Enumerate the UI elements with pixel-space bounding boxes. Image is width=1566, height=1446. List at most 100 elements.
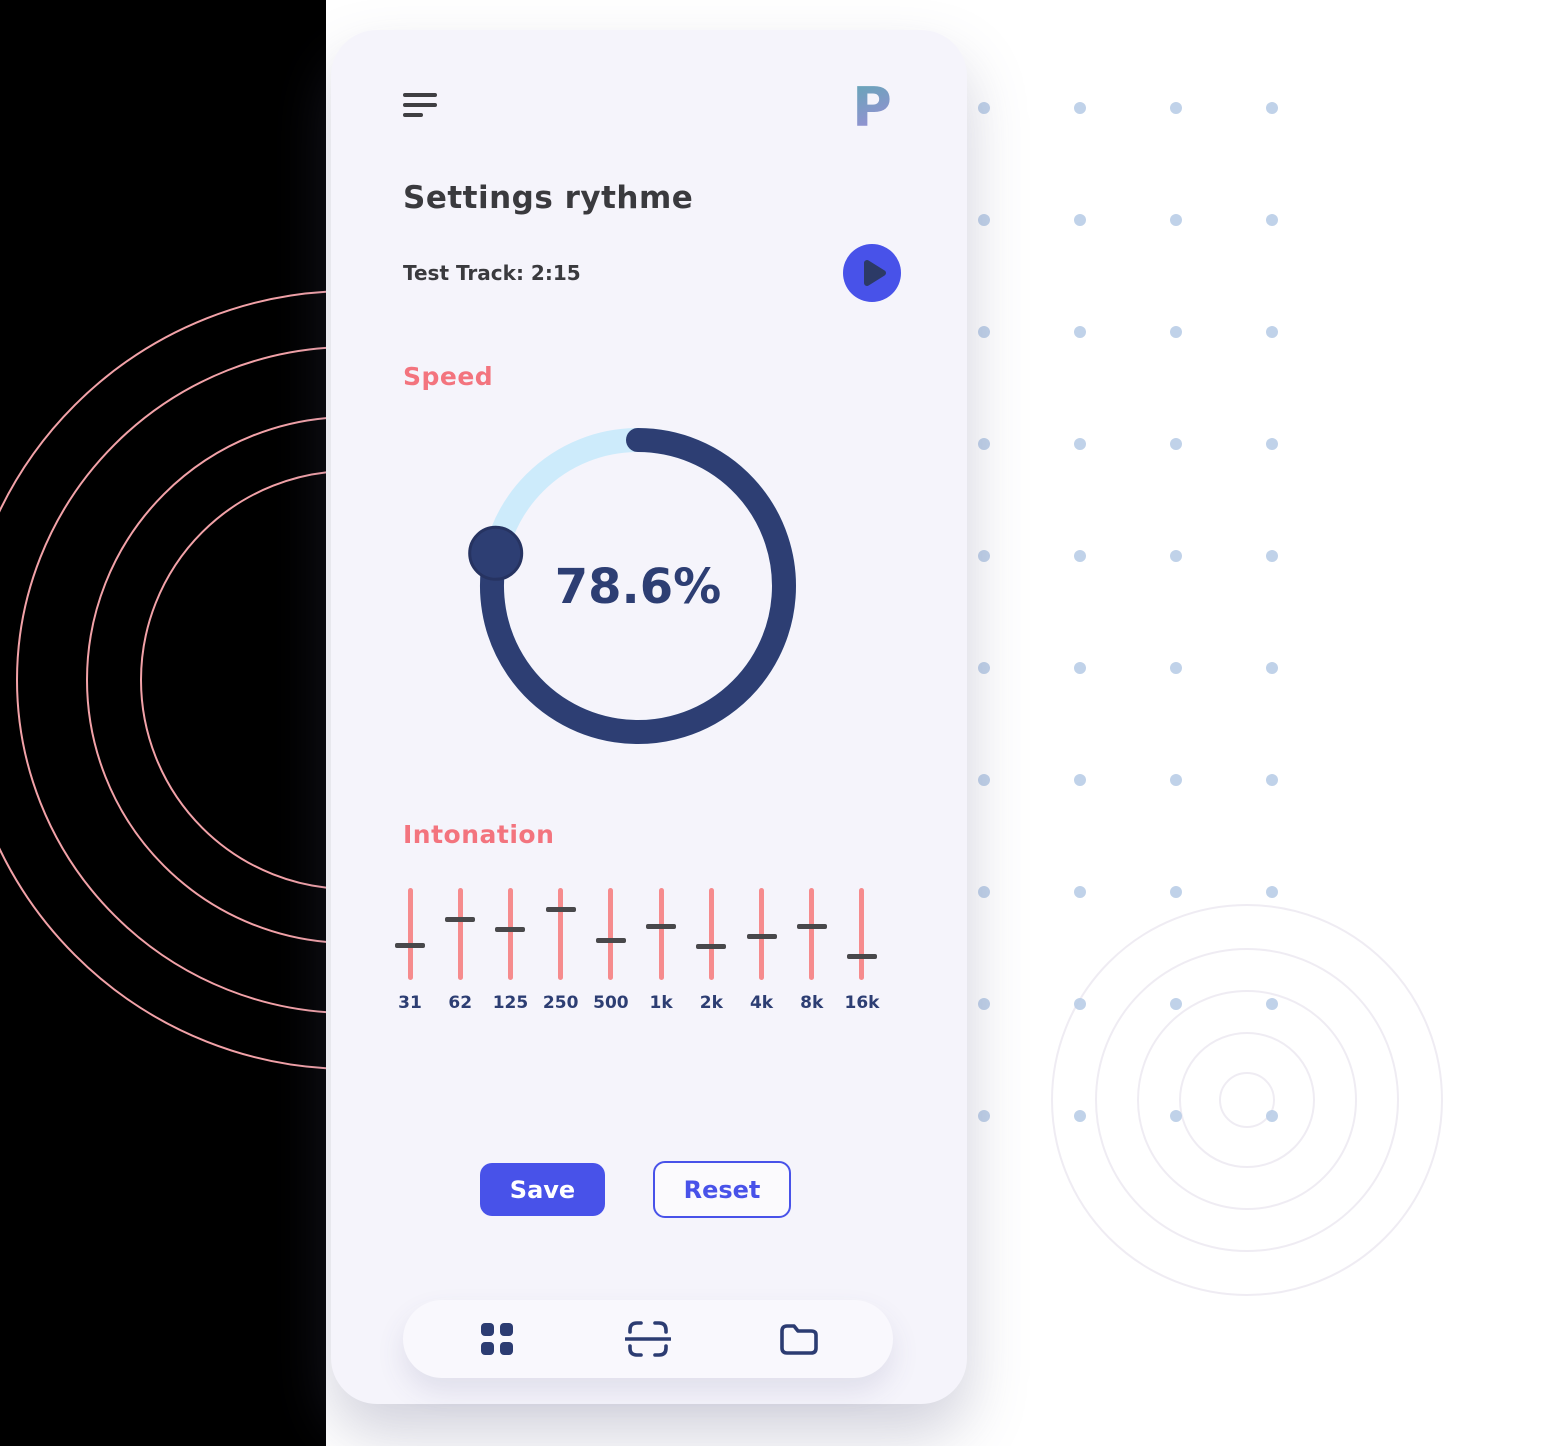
eq-band-slider[interactable]: 31 — [395, 888, 425, 1018]
decor-dot — [978, 1110, 990, 1122]
decor-dot — [1170, 1110, 1182, 1122]
reset-button[interactable]: Reset — [653, 1161, 791, 1218]
decor-dot — [1170, 998, 1182, 1010]
decor-dot — [1170, 550, 1182, 562]
decor-dot — [1074, 774, 1086, 786]
decor-dot — [1266, 214, 1278, 226]
eq-slider-track[interactable] — [608, 888, 614, 980]
eq-slider-track[interactable] — [407, 888, 413, 980]
equalizer: 31 62 125 250 500 1k 2k 4k 8k 16k — [395, 888, 880, 1018]
decor-dot — [1074, 550, 1086, 562]
decor-dot — [1074, 326, 1086, 338]
grid-icon — [481, 1323, 513, 1355]
eq-band-slider[interactable]: 125 — [493, 888, 528, 1018]
coral-ring — [0, 290, 326, 1070]
eq-slider-handle[interactable] — [595, 937, 626, 943]
decor-dot — [978, 214, 990, 226]
eq-band-slider[interactable]: 250 — [542, 888, 579, 1018]
eq-band-label: 500 — [593, 993, 629, 1013]
decor-dot — [1074, 1110, 1086, 1122]
eq-slider-track[interactable] — [457, 888, 463, 980]
folder-icon — [780, 1324, 818, 1355]
decor-dot — [1266, 326, 1278, 338]
eq-slider-handle[interactable] — [846, 953, 877, 959]
eq-slider-track[interactable] — [859, 888, 865, 980]
eq-band-slider[interactable]: 500 — [593, 888, 629, 1018]
eq-band-label: 8k — [800, 993, 824, 1013]
decor-dot — [1266, 550, 1278, 562]
eq-band-slider[interactable]: 4k — [746, 888, 777, 1018]
eq-slider-track[interactable] — [809, 888, 815, 980]
speed-dial-knob[interactable] — [468, 525, 524, 581]
eq-band-slider[interactable]: 2k — [696, 888, 727, 1018]
decor-dot — [1170, 886, 1182, 898]
decor-dot — [1074, 214, 1086, 226]
decor-dot — [1266, 438, 1278, 450]
eq-band-label: 2k — [699, 993, 723, 1013]
decor-dot — [978, 550, 990, 562]
play-icon — [864, 260, 886, 286]
eq-band-slider[interactable]: 16k — [844, 888, 880, 1018]
eq-slider-track[interactable] — [507, 888, 513, 980]
decor-dot — [1170, 214, 1182, 226]
decor-dot — [1170, 326, 1182, 338]
eq-band-slider[interactable]: 1k — [646, 888, 677, 1018]
eq-slider-track[interactable] — [708, 888, 714, 980]
eq-slider-track[interactable] — [658, 888, 664, 980]
eq-slider-handle[interactable] — [445, 916, 476, 922]
decor-dot — [1170, 102, 1182, 114]
app-logo: P — [852, 78, 892, 139]
logo-letter: P — [852, 78, 892, 139]
decor-dot — [1074, 662, 1086, 674]
light-ring — [1051, 904, 1443, 1296]
decor-dot — [1074, 998, 1086, 1010]
decor-dot — [1266, 998, 1278, 1010]
eq-band-slider[interactable]: 8k — [796, 888, 827, 1018]
eq-band-label: 4k — [749, 993, 774, 1013]
nav-scan-button[interactable] — [618, 1309, 678, 1369]
eq-slider-handle[interactable] — [395, 942, 425, 948]
eq-band-label: 31 — [398, 993, 422, 1013]
decor-dot — [1266, 774, 1278, 786]
eq-slider-handle[interactable] — [495, 926, 526, 932]
menu-button[interactable] — [403, 92, 443, 124]
page-title: Settings rythme — [403, 180, 694, 216]
bottom-navigation — [403, 1300, 893, 1378]
eq-band-label: 125 — [492, 993, 529, 1013]
eq-band-label: 16k — [844, 993, 880, 1013]
eq-slider-handle[interactable] — [545, 906, 576, 912]
eq-band-slider[interactable]: 62 — [445, 888, 476, 1018]
speed-section-label: Speed — [403, 362, 494, 391]
decor-dot — [978, 102, 990, 114]
decor-dot — [978, 774, 990, 786]
save-button[interactable]: Save — [480, 1163, 605, 1216]
speed-dial[interactable]: 78.6% — [468, 416, 808, 756]
decor-dot — [1074, 102, 1086, 114]
play-button[interactable] — [843, 244, 901, 302]
decor-dot — [978, 886, 990, 898]
decor-dot — [978, 326, 990, 338]
left-decor-panel — [0, 0, 326, 1446]
decor-dot — [1266, 1110, 1278, 1122]
eq-slider-handle[interactable] — [746, 934, 777, 940]
eq-band-label: 1k — [649, 993, 673, 1013]
decor-dot — [1074, 886, 1086, 898]
menu-bar — [403, 113, 423, 117]
decor-dot — [1170, 662, 1182, 674]
eq-slider-handle[interactable] — [796, 924, 827, 930]
track-info-label: Test Track: 2:15 — [403, 261, 581, 285]
eq-slider-handle[interactable] — [646, 924, 677, 930]
nav-files-button[interactable] — [769, 1309, 829, 1369]
eq-slider-track[interactable] — [558, 888, 564, 980]
decor-dot — [978, 662, 990, 674]
eq-band-label: 250 — [542, 993, 579, 1013]
decor-dot — [1266, 886, 1278, 898]
eq-slider-handle[interactable] — [696, 944, 727, 950]
nav-dashboard-button[interactable] — [467, 1309, 527, 1369]
decor-dot — [978, 438, 990, 450]
eq-band-label: 62 — [448, 993, 473, 1013]
speed-value: 78.6% — [555, 559, 722, 615]
eq-slider-track[interactable] — [759, 888, 765, 980]
decor-dot — [1266, 662, 1278, 674]
